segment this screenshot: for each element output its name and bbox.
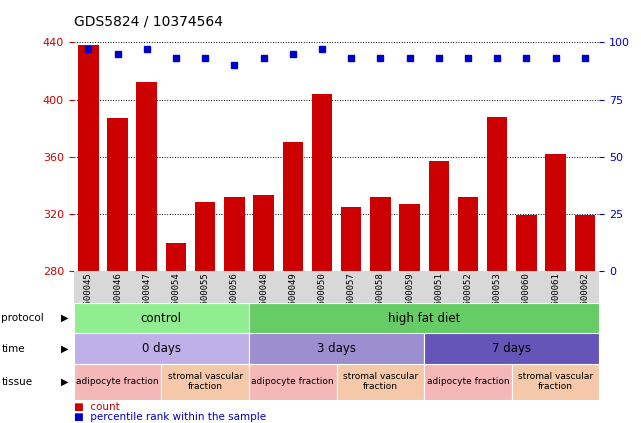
Bar xyxy=(249,303,599,333)
Text: GSM1600060: GSM1600060 xyxy=(522,273,531,327)
Text: adipocyte fraction: adipocyte fraction xyxy=(251,377,334,386)
Text: high fat diet: high fat diet xyxy=(388,312,460,324)
Bar xyxy=(429,161,449,271)
Text: ▶: ▶ xyxy=(61,377,69,387)
Text: control: control xyxy=(141,312,182,324)
Text: GSM1600048: GSM1600048 xyxy=(259,273,268,327)
Text: stromal vascular
fraction: stromal vascular fraction xyxy=(167,372,243,391)
Text: GSM1600051: GSM1600051 xyxy=(434,273,443,327)
Bar xyxy=(74,333,249,364)
Text: adipocyte fraction: adipocyte fraction xyxy=(76,377,159,386)
Text: stromal vascular
fraction: stromal vascular fraction xyxy=(343,372,418,391)
Bar xyxy=(574,215,595,271)
Bar xyxy=(249,333,424,364)
Bar xyxy=(78,45,99,271)
Bar xyxy=(253,195,274,271)
Bar xyxy=(283,143,303,271)
Bar xyxy=(195,203,215,271)
Bar xyxy=(107,118,128,271)
Text: GSM1600055: GSM1600055 xyxy=(201,273,210,327)
Bar xyxy=(545,154,566,271)
Bar xyxy=(512,364,599,400)
Text: protocol: protocol xyxy=(1,313,44,323)
Text: time: time xyxy=(1,343,25,354)
Bar xyxy=(424,364,512,400)
Text: GSM1600059: GSM1600059 xyxy=(405,273,414,327)
Text: GSM1600053: GSM1600053 xyxy=(493,273,502,327)
Text: GSM1600061: GSM1600061 xyxy=(551,273,560,327)
Text: GSM1600049: GSM1600049 xyxy=(288,273,297,327)
Bar xyxy=(341,207,362,271)
Text: GSM1600050: GSM1600050 xyxy=(317,273,326,327)
Bar xyxy=(516,215,537,271)
Text: 0 days: 0 days xyxy=(142,342,181,355)
Text: ▶: ▶ xyxy=(61,343,69,354)
Text: ■  count: ■ count xyxy=(74,402,119,412)
Bar xyxy=(249,364,337,400)
Text: GSM1600056: GSM1600056 xyxy=(230,273,239,327)
Text: GSM1600057: GSM1600057 xyxy=(347,273,356,327)
Bar xyxy=(74,303,249,333)
Bar xyxy=(424,333,599,364)
Text: GSM1600058: GSM1600058 xyxy=(376,273,385,327)
Text: GSM1600062: GSM1600062 xyxy=(580,273,589,327)
Bar xyxy=(312,94,332,271)
Bar xyxy=(224,197,245,271)
Bar xyxy=(165,242,186,271)
Bar xyxy=(337,364,424,400)
Text: GSM1600052: GSM1600052 xyxy=(463,273,472,327)
Text: GSM1600047: GSM1600047 xyxy=(142,273,151,327)
Text: tissue: tissue xyxy=(1,377,33,387)
Text: 3 days: 3 days xyxy=(317,342,356,355)
Bar xyxy=(399,204,420,271)
Text: GSM1600045: GSM1600045 xyxy=(84,273,93,327)
Bar xyxy=(74,364,162,400)
Bar xyxy=(458,197,478,271)
Text: GDS5824 / 10374564: GDS5824 / 10374564 xyxy=(74,15,222,29)
Bar xyxy=(137,82,157,271)
Text: 7 days: 7 days xyxy=(492,342,531,355)
Text: stromal vascular
fraction: stromal vascular fraction xyxy=(518,372,593,391)
Text: ▶: ▶ xyxy=(61,313,69,323)
Bar xyxy=(162,364,249,400)
Text: GSM1600054: GSM1600054 xyxy=(171,273,180,327)
Text: GSM1600046: GSM1600046 xyxy=(113,273,122,327)
Bar xyxy=(487,117,508,271)
Text: ■  percentile rank within the sample: ■ percentile rank within the sample xyxy=(74,412,266,423)
Text: adipocyte fraction: adipocyte fraction xyxy=(427,377,509,386)
Bar xyxy=(370,197,390,271)
